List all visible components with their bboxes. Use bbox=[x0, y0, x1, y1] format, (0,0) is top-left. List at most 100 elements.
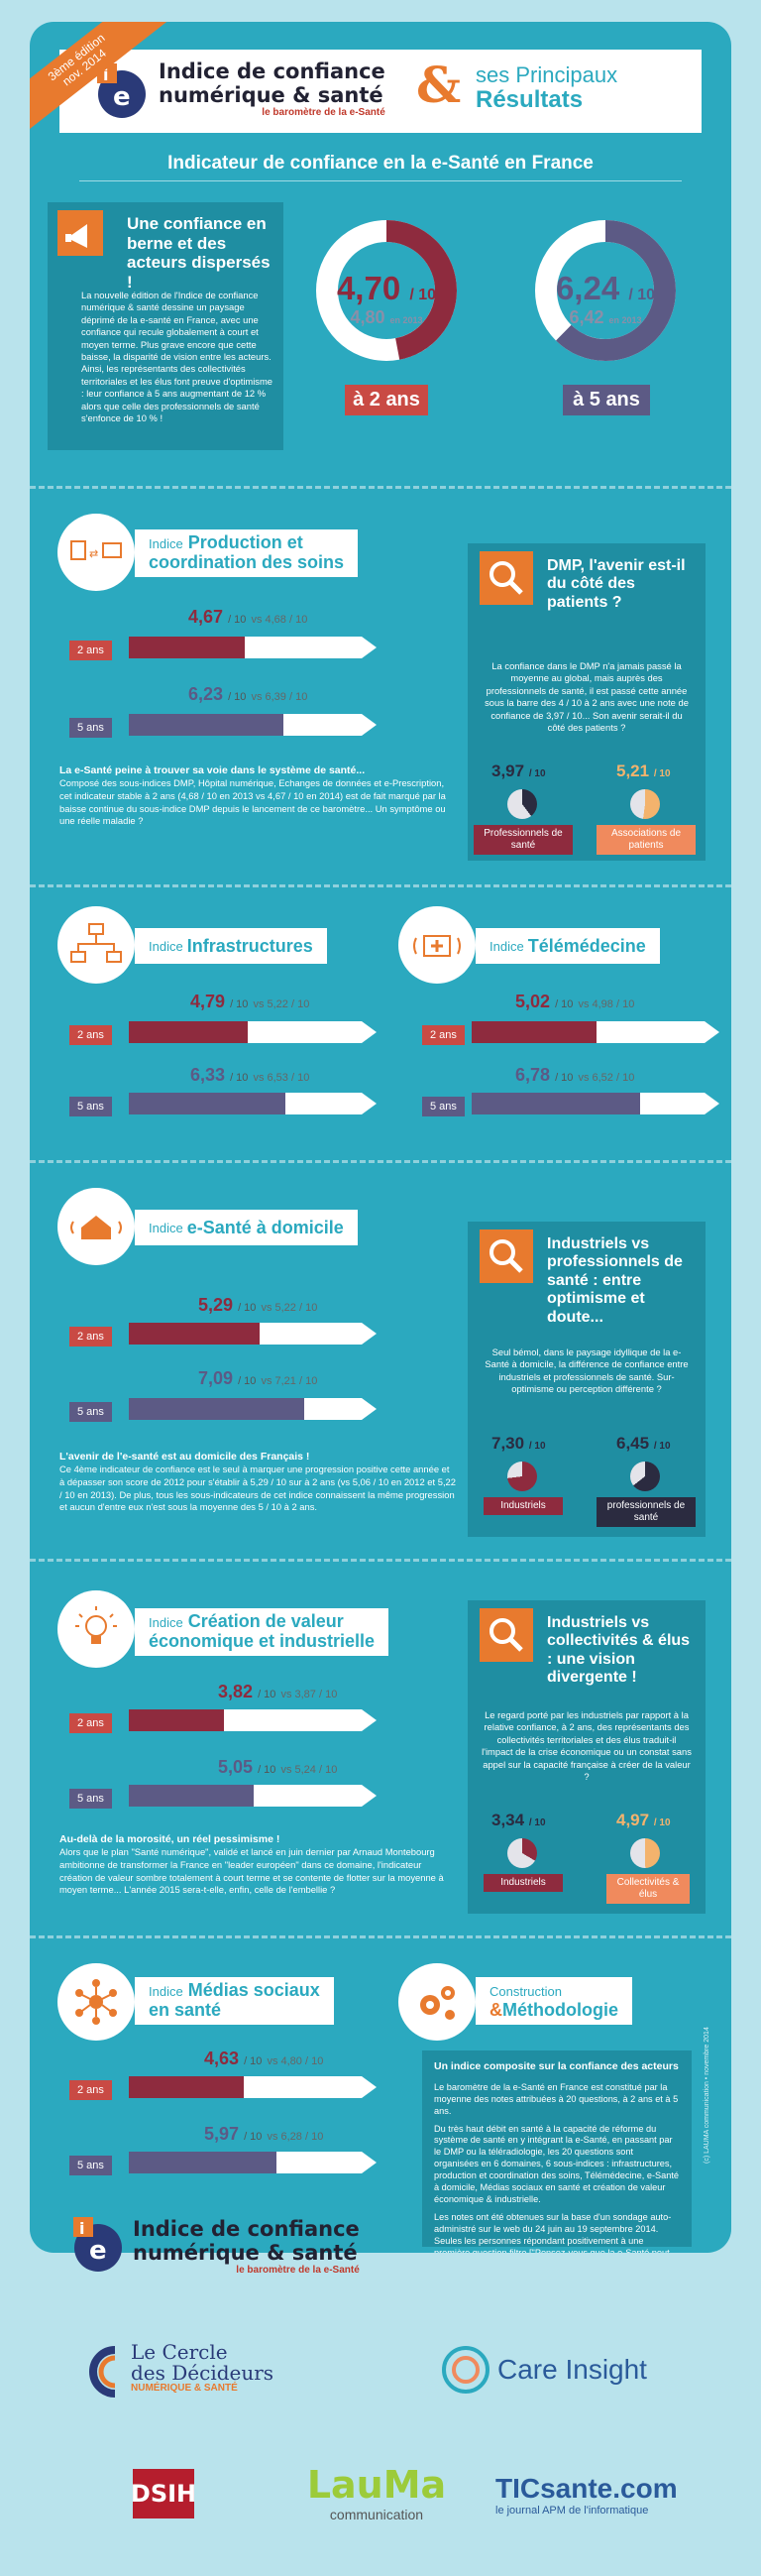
tele-score-2ans: 5,02 / 10 vs 4,98 / 10 bbox=[515, 992, 635, 1011]
separator bbox=[30, 486, 731, 489]
title-line-2: numérique & santé bbox=[159, 83, 383, 108]
infra-score-2ans: 4,79 / 10 vs 5,22 / 10 bbox=[190, 992, 310, 1011]
bar-fill bbox=[129, 2076, 244, 2098]
ring-2ans-arc bbox=[316, 220, 457, 361]
bar-fill bbox=[129, 714, 283, 736]
dmp-value-b: 5,21 / 10 bbox=[616, 761, 671, 780]
indcoll-text: Le regard porté par les industriels par … bbox=[482, 1709, 692, 1783]
ring-5ans-value: 6,24 bbox=[555, 270, 620, 306]
indpro-value-a: 7,30 / 10 bbox=[491, 1434, 546, 1453]
ie-logo-icon: i e bbox=[73, 2217, 122, 2272]
bar-fill bbox=[129, 1021, 248, 1043]
medias-score-2ans: 4,63 / 10 vs 4,80 / 10 bbox=[204, 2049, 324, 2068]
methodo-ampersand: & bbox=[489, 1999, 502, 2020]
production-bar-5ans bbox=[129, 714, 377, 736]
home-icon bbox=[57, 1188, 135, 1265]
magnifier-icon bbox=[480, 1608, 533, 1662]
infra-bar-5ans bbox=[129, 1093, 377, 1114]
cercle-line-1: Le Cercle bbox=[131, 2340, 228, 2364]
lauma-text: LauMa bbox=[306, 2463, 447, 2507]
production-label-2ans: 2 ans bbox=[69, 641, 112, 660]
footer-title-1: Indice de confiance bbox=[133, 2217, 360, 2241]
bar-fill bbox=[129, 2152, 277, 2173]
production-text: La e-Santé peine à trouver sa voie dans … bbox=[59, 764, 446, 827]
network-icon bbox=[57, 906, 135, 984]
bar-fill bbox=[129, 1709, 224, 1731]
separator bbox=[30, 1935, 731, 1938]
medias-score-5ans: 5,97 / 10 vs 6,28 / 10 bbox=[204, 2124, 324, 2144]
dmp-label-a: Professionnels de santé bbox=[474, 825, 573, 855]
dmp-heading: DMP, l'avenir est-il du côté des patient… bbox=[547, 557, 686, 611]
ring-2ans bbox=[316, 220, 457, 361]
infographic-panel: 3ème édition nov. 2014 i e Indice de con… bbox=[30, 22, 731, 2253]
tag-5ans: à 5 ans bbox=[563, 385, 650, 415]
production-title-line-2: coordination des soins bbox=[149, 551, 345, 572]
dmp-box: DMP, l'avenir est-il du côté des patient… bbox=[468, 543, 706, 861]
valeur-text: Au-delà de la morosité, un réel pessimis… bbox=[59, 1833, 444, 1896]
tele-bar-5ans bbox=[472, 1093, 719, 1114]
indcoll-value-b: 4,97 / 10 bbox=[616, 1811, 671, 1829]
title-subtitle: le baromètre de la e-Santé bbox=[262, 107, 385, 119]
medias-label-2ans: 2 ans bbox=[69, 2080, 112, 2100]
domicile-bar-5ans bbox=[129, 1398, 377, 1420]
domicile-score-2ans: 5,29 / 10 vs 5,22 / 10 bbox=[198, 1295, 318, 1315]
svg-text:i: i bbox=[79, 2219, 84, 2238]
title-underline bbox=[79, 180, 682, 181]
lightbulb-icon bbox=[57, 1590, 135, 1668]
ticsante-text: TICsante.com bbox=[495, 2473, 678, 2504]
separator bbox=[30, 1160, 731, 1163]
dmp-pie-b bbox=[630, 789, 660, 819]
indpro-pie-a bbox=[507, 1462, 537, 1491]
cercle-logo-icon bbox=[89, 2346, 116, 2398]
cercle-line-3: NUMÉRIQUE & SANTÉ bbox=[131, 2383, 238, 2394]
magnifier-icon bbox=[480, 1229, 533, 1283]
ring-2ans-unit: / 10 bbox=[409, 287, 437, 303]
bar-fill bbox=[129, 1785, 255, 1807]
tele-bar-2ans bbox=[472, 1021, 719, 1043]
ticsante-logo[interactable]: TICsante.com le journal APM de l'informa… bbox=[495, 2473, 713, 2532]
methodo-line-1: Construction bbox=[489, 1984, 562, 1999]
ring-5ans-prev: 6,42 bbox=[569, 307, 604, 327]
bar-fill bbox=[129, 637, 245, 658]
infra-title: Indice Infrastructures bbox=[135, 928, 327, 964]
tele-title: Indice Télémédecine bbox=[476, 928, 660, 964]
indpro-text: Seul bémol, dans le paysage idyllique de… bbox=[485, 1347, 689, 1395]
gears-icon bbox=[398, 1963, 476, 2041]
social-network-icon bbox=[57, 1963, 135, 2041]
methodo-heading: Un indice composite sur la confiance des… bbox=[434, 2060, 679, 2072]
ticsante-sub: le journal APM de l'informatique bbox=[495, 2505, 649, 2517]
medias-title: Indice Médias sociaux en santé bbox=[135, 1977, 334, 2025]
footer-title-2: numérique & santé bbox=[133, 2241, 358, 2266]
indcoll-box: Industriels vs collectivités & élus : un… bbox=[468, 1600, 706, 1914]
separator bbox=[30, 884, 731, 887]
dsih-logo[interactable]: DSIH bbox=[131, 2469, 196, 2518]
indcoll-value-a: 3,34 / 10 bbox=[491, 1811, 546, 1829]
confidence-text: La nouvelle édition de l'Indice de confi… bbox=[81, 290, 273, 424]
megaphone-icon bbox=[57, 210, 103, 256]
cercle-logo[interactable]: Le Cercle des Décideurs NUMÉRIQUE & SANT… bbox=[79, 2342, 317, 2411]
medias-bar-2ans bbox=[129, 2076, 377, 2098]
methodo-p3: Les notes ont été obtenues sur la base d… bbox=[434, 2212, 672, 2253]
valeur-score-5ans: 5,05 / 10 vs 5,24 / 10 bbox=[218, 1757, 338, 1777]
domicile-bar-2ans bbox=[129, 1323, 377, 1345]
valeur-bar-5ans bbox=[129, 1785, 377, 1807]
infra-bar-2ans bbox=[129, 1021, 377, 1043]
confidence-heading: Une confiance en berne et des acteurs di… bbox=[127, 214, 271, 292]
ring-2ans-prev: 4,80 bbox=[350, 307, 385, 327]
care-insight-text: Care Insight bbox=[497, 2354, 647, 2385]
indpro-heading: Industriels vs professionnels de santé :… bbox=[547, 1235, 683, 1326]
domicile-title: Indice e-Santé à domicile bbox=[135, 1210, 358, 1245]
bar-fill bbox=[472, 1093, 640, 1114]
dmp-text: La confiance dans le DMP n'a jamais pass… bbox=[485, 660, 689, 734]
methodo-box: Un indice composite sur la confiance des… bbox=[422, 2050, 692, 2253]
svg-text:e: e bbox=[89, 2236, 107, 2266]
care-insight-logo[interactable]: Care Insight bbox=[440, 2342, 717, 2398]
bar-fill bbox=[472, 1021, 597, 1043]
header-right: ses Principaux Résultats bbox=[476, 62, 617, 114]
indicator-title: Indicateur de confiance en la e-Santé en… bbox=[167, 153, 594, 174]
valeur-score-2ans: 3,82 / 10 vs 3,87 / 10 bbox=[218, 1682, 338, 1701]
svg-text:i: i bbox=[103, 65, 108, 84]
infra-score-5ans: 6,33 / 10 vs 6,53 / 10 bbox=[190, 1065, 310, 1085]
ring-2ans-prev-suffix: en 2013 bbox=[389, 315, 423, 325]
lauma-logo[interactable]: LauMa communication bbox=[297, 2463, 456, 2532]
